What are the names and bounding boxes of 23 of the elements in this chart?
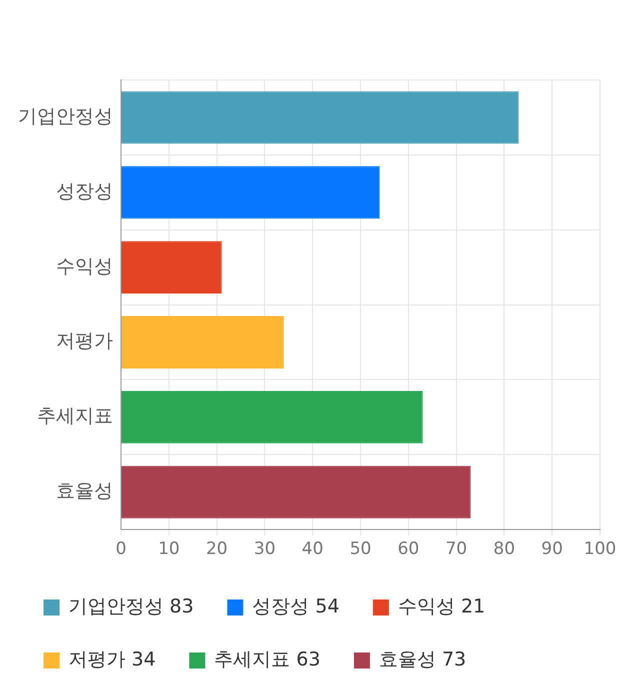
legend-label: 기업안정성 83 bbox=[68, 595, 194, 618]
x-tick-label: 90 bbox=[541, 539, 563, 560]
y-tick-label: 저평가 bbox=[56, 330, 113, 352]
x-tick-label: 10 bbox=[158, 539, 180, 560]
y-tick-label: 성장성 bbox=[56, 180, 113, 202]
x-tick-label: 0 bbox=[116, 539, 126, 560]
x-tick-label: 60 bbox=[398, 539, 420, 560]
x-tick-label: 20 bbox=[206, 539, 228, 560]
x-tick-label: 50 bbox=[350, 539, 372, 560]
x-tick-label: 100 bbox=[584, 539, 616, 560]
y-tick-label: 추세지표 bbox=[37, 405, 113, 428]
legend-label: 추세지표 63 bbox=[214, 648, 320, 670]
x-tick-label: 70 bbox=[445, 539, 468, 560]
x-tick-label: 30 bbox=[254, 539, 276, 560]
y-tick-label: 효율성 bbox=[56, 480, 113, 502]
legend-label: 수익성 21 bbox=[398, 595, 486, 618]
x-tick-label: 40 bbox=[302, 539, 324, 560]
legend-label: 효율성 73 bbox=[378, 648, 466, 670]
x-tick-label: 80 bbox=[493, 539, 516, 560]
y-tick-label: 기업안정성 bbox=[18, 105, 113, 128]
legend-label: 성장성 54 bbox=[252, 595, 340, 618]
legend-label: 저평가 34 bbox=[68, 648, 156, 670]
y-tick-label: 수익성 bbox=[56, 255, 113, 278]
